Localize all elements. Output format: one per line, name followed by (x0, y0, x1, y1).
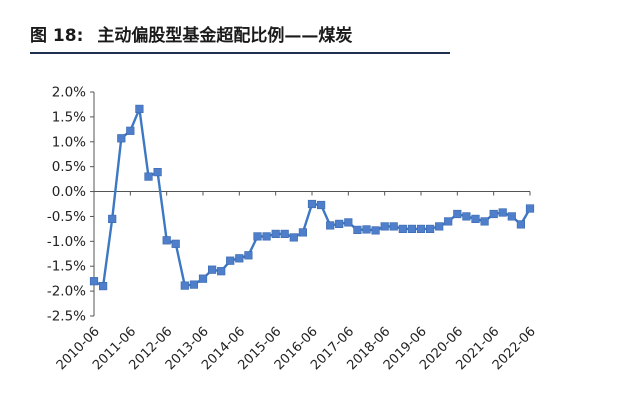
y-tick-label: -0.5% (47, 209, 86, 225)
y-tick-label: 1.0% (52, 134, 86, 150)
data-point (271, 229, 280, 239)
y-tick-label: -1.5% (47, 259, 86, 275)
data-point (307, 199, 317, 209)
data-point (298, 228, 308, 237)
data-point (189, 280, 199, 289)
data-point (525, 204, 535, 213)
y-tick-label: 0.0% (52, 184, 86, 200)
data-point (226, 256, 235, 265)
data-point (353, 225, 362, 235)
y-tick-label: 0.5% (52, 159, 86, 175)
figure-number: 图 18: (30, 25, 84, 46)
data-point (217, 267, 226, 276)
series-line (93, 107, 532, 288)
data-point (335, 219, 344, 229)
data-point (444, 217, 453, 226)
y-tick-label: -1.0% (47, 234, 86, 250)
data-point (498, 208, 507, 217)
data-point (326, 221, 335, 230)
data-point (453, 209, 462, 219)
data-point (462, 212, 471, 221)
data-point (198, 274, 208, 283)
data-point (425, 224, 435, 234)
figure-header: 图 18: 主动偏股型基金超配比例——煤炭 (30, 18, 450, 48)
data-point (416, 224, 426, 234)
data-point (380, 222, 389, 231)
data-point (262, 232, 271, 241)
data-point (99, 281, 108, 291)
y-tick-label: 1.5% (52, 109, 86, 125)
data-point (480, 217, 489, 226)
y-tick-label: 2.0% (52, 85, 86, 101)
data-point (171, 239, 180, 248)
data-point (489, 209, 498, 219)
data-point (516, 220, 525, 229)
data-point (89, 277, 99, 286)
data-point (144, 172, 153, 181)
data-point (471, 214, 480, 224)
data-point (235, 254, 244, 263)
data-point (208, 265, 217, 274)
data-point (362, 225, 371, 234)
data-point (180, 281, 189, 290)
data-point (135, 104, 144, 113)
data-point (280, 229, 289, 239)
data-point (389, 222, 398, 231)
data-point (407, 224, 417, 234)
data-point (344, 218, 353, 227)
figure-title: 主动偏股型基金超配比例——煤炭 (97, 25, 353, 46)
data-point (316, 200, 326, 210)
header-rule (30, 52, 450, 54)
y-tick-label: -2.0% (47, 284, 86, 300)
data-point (153, 168, 162, 177)
data-point (108, 214, 117, 224)
data-point (253, 232, 262, 241)
data-point (398, 224, 407, 234)
data-point (507, 212, 516, 221)
data-point (117, 134, 126, 143)
data-point (435, 222, 444, 231)
data-point (162, 236, 171, 245)
y-tick-label: -2.5% (47, 309, 86, 325)
data-point (126, 126, 135, 135)
data-point (289, 233, 298, 242)
data-point (244, 251, 253, 260)
data-point (371, 226, 380, 235)
